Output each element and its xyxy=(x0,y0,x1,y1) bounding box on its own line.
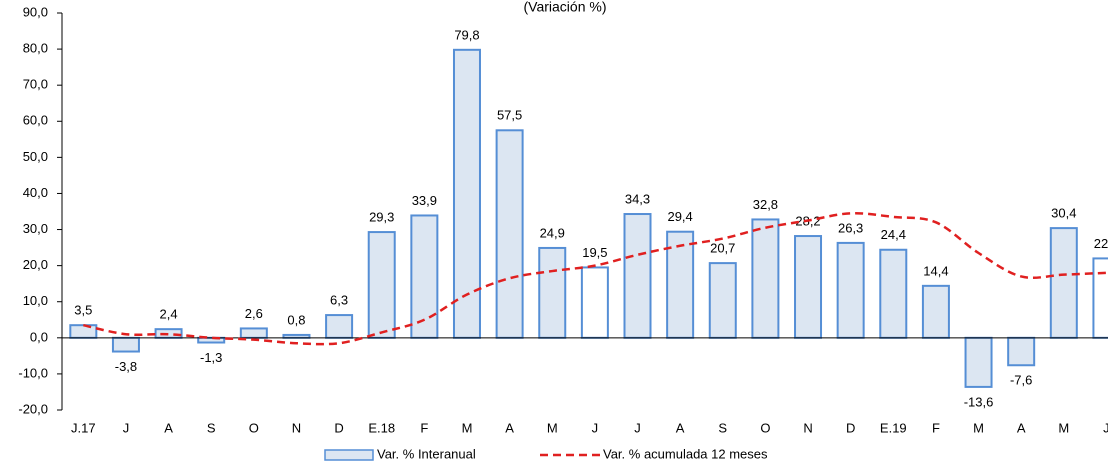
data-label: -7,6 xyxy=(1010,373,1032,388)
x-tick-label: O xyxy=(760,420,770,435)
x-tick-label: A xyxy=(1017,420,1026,435)
bar xyxy=(538,246,567,339)
bar xyxy=(580,266,609,339)
legend-label: Var. % acumulada 12 meses xyxy=(603,446,768,461)
data-label: 20,7 xyxy=(710,241,735,256)
data-label: 29,3 xyxy=(369,210,394,225)
bar xyxy=(1092,257,1108,339)
bar xyxy=(794,235,823,339)
line xyxy=(83,211,1107,346)
y-tick-label: 90,0 xyxy=(23,4,48,19)
bar xyxy=(879,248,908,339)
bar xyxy=(69,324,98,339)
bar xyxy=(239,327,268,339)
x-tick-label: M xyxy=(547,420,558,435)
x-tick-label: D xyxy=(334,420,343,435)
data-label: 0,8 xyxy=(287,312,305,327)
bar xyxy=(197,336,226,344)
data-label: 24,9 xyxy=(540,225,565,240)
bar xyxy=(836,241,865,339)
data-label: 33,9 xyxy=(412,193,437,208)
x-tick-label: S xyxy=(718,420,727,435)
x-tick-label: J xyxy=(592,420,599,435)
x-tick-label: O xyxy=(249,420,259,435)
bar xyxy=(964,336,993,388)
bar xyxy=(921,284,950,339)
data-label: 3,5 xyxy=(74,303,92,318)
bar xyxy=(708,262,737,339)
data-label: 79,8 xyxy=(454,27,479,42)
y-tick-label: -10,0 xyxy=(18,365,48,380)
bar xyxy=(1007,336,1036,367)
x-tick-label: M xyxy=(462,420,473,435)
x-tick-label: J xyxy=(634,420,641,435)
x-tick-label: E.18 xyxy=(368,420,395,435)
bar xyxy=(666,230,695,339)
y-tick-label: 10,0 xyxy=(23,293,48,308)
bar xyxy=(623,213,652,339)
y-tick-label: 70,0 xyxy=(23,77,48,92)
x-tick-label: M xyxy=(1058,420,1069,435)
y-tick-label: -20,0 xyxy=(18,401,48,416)
data-label: 19,5 xyxy=(582,245,607,260)
x-tick-label: J.17 xyxy=(71,420,96,435)
y-tick-label: 30,0 xyxy=(23,221,48,236)
x-tick-label: A xyxy=(164,420,173,435)
chart-title: (Variación %) xyxy=(524,0,607,15)
bar xyxy=(495,129,524,339)
y-tick-label: 20,0 xyxy=(23,257,48,272)
legend-label: Var. % Interanual xyxy=(377,446,476,461)
x-tick-label: F xyxy=(420,420,428,435)
bar xyxy=(154,328,183,339)
y-tick-label: 0,0 xyxy=(30,329,48,344)
data-label: 32,8 xyxy=(753,197,778,212)
legend-swatch xyxy=(324,449,374,461)
data-label: -13,6 xyxy=(964,394,994,409)
y-tick-label: 40,0 xyxy=(23,185,48,200)
bar xyxy=(325,314,354,339)
data-label: 57,5 xyxy=(497,108,522,123)
bar xyxy=(111,336,140,353)
bar xyxy=(410,214,439,339)
data-label: 29,4 xyxy=(667,209,692,224)
x-tick-label: A xyxy=(505,420,514,435)
data-label: 26,3 xyxy=(838,220,863,235)
x-tick-label: J xyxy=(123,420,130,435)
data-label: 14,4 xyxy=(923,263,948,278)
bar xyxy=(751,218,780,339)
x-tick-label: S xyxy=(207,420,216,435)
y-tick-label: 80,0 xyxy=(23,41,48,56)
bar xyxy=(1049,227,1078,339)
data-label: 2,4 xyxy=(160,307,178,322)
x-tick-label: E.19 xyxy=(880,420,907,435)
data-label: 34,3 xyxy=(625,191,650,206)
y-tick-label: 50,0 xyxy=(23,149,48,164)
data-label: 30,4 xyxy=(1051,206,1076,221)
x-tick-label: N xyxy=(292,420,301,435)
x-tick-label: M xyxy=(973,420,984,435)
x-tick-label: A xyxy=(676,420,685,435)
data-label: -3,8 xyxy=(115,359,137,374)
data-label: 2,6 xyxy=(245,306,263,321)
x-tick-label: F xyxy=(932,420,940,435)
x-tick-label: J xyxy=(1103,420,1108,435)
data-label: 22,0 xyxy=(1094,236,1108,251)
x-tick-label: D xyxy=(846,420,855,435)
data-label: 24,4 xyxy=(881,227,906,242)
y-tick-label: 60,0 xyxy=(23,113,48,128)
bar xyxy=(367,231,396,339)
data-label: 6,3 xyxy=(330,293,348,308)
x-tick-label: N xyxy=(803,420,812,435)
data-label: -1,3 xyxy=(200,350,222,365)
